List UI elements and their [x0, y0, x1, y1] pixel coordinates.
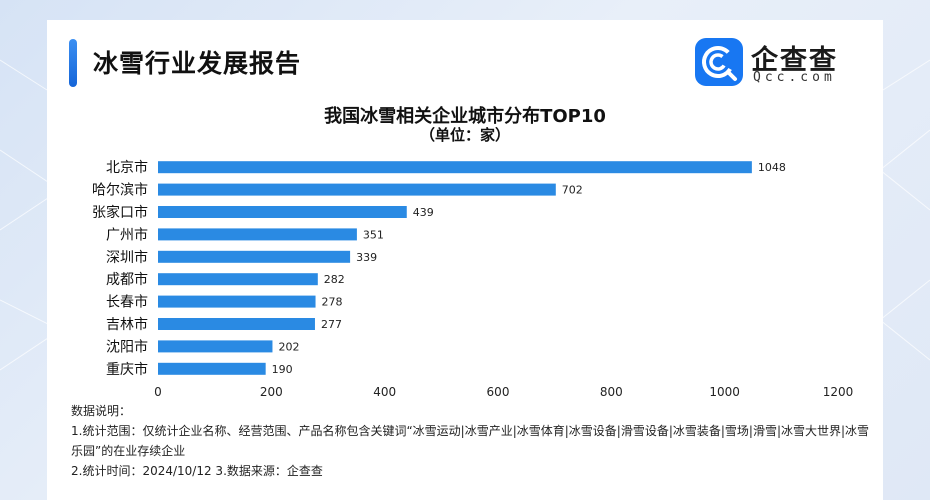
bar	[158, 228, 357, 241]
bar	[158, 206, 407, 218]
bar	[158, 161, 752, 174]
value-label: 339	[356, 251, 377, 264]
bar-chart: 北京市 1048 哈尔滨市 702 张家口市 439 广州市 351 深圳市 339 成都市 282 长…	[92, 159, 854, 399]
qcc-logo: 企查查 Qcc.com	[695, 38, 855, 90]
x-tick-label: 800	[600, 385, 623, 399]
value-label: 702	[562, 184, 583, 197]
bar	[158, 362, 266, 375]
category-label: 北京市	[106, 159, 148, 176]
category-label: 张家口市	[92, 204, 148, 221]
bar	[158, 295, 316, 308]
chart-title: 我国冰雪相关企业城市分布TOP10	[324, 106, 606, 127]
logo-name: 企查查	[751, 45, 838, 76]
category-label: 重庆市	[106, 361, 148, 378]
x-tick-label: 600	[487, 385, 510, 399]
value-label: 202	[278, 340, 299, 353]
value-label: 282	[324, 273, 345, 286]
x-tick-label: 400	[373, 385, 396, 399]
notes-line-2: 2.统计时间：2024/10/12 3.数据来源：企查查	[71, 464, 323, 478]
value-label: 278	[322, 296, 343, 309]
category-label: 广州市	[106, 226, 148, 243]
value-label: 190	[272, 363, 293, 376]
x-tick-label: 1200	[823, 385, 854, 399]
qcc-logo-icon	[695, 38, 743, 86]
category-label: 吉林市	[106, 316, 148, 333]
category-label: 哈尔滨市	[92, 182, 148, 199]
value-label: 351	[363, 228, 384, 241]
bar	[158, 183, 556, 196]
bar	[158, 318, 315, 330]
category-label: 成都市	[106, 271, 148, 288]
data-notes: 数据说明： 1.统计范围：仅统计企业名称、经营范围、产品名称包含关键词“冰雪运动…	[71, 401, 871, 481]
category-label: 深圳市	[106, 249, 148, 266]
value-label: 439	[413, 206, 434, 219]
x-tick-label: 200	[260, 385, 283, 399]
category-label: 沈阳市	[106, 338, 148, 355]
chart-subtitle: （单位：家）	[419, 126, 510, 144]
value-label: 1048	[758, 161, 786, 174]
value-label: 277	[321, 318, 342, 331]
x-tick-label: 1000	[709, 385, 740, 399]
notes-heading: 数据说明：	[71, 404, 132, 418]
x-tick-label: 0	[154, 385, 162, 399]
bar	[158, 250, 351, 263]
title-accent-bar	[69, 39, 77, 87]
report-title: 冰雪行业发展报告	[93, 49, 302, 78]
bar	[158, 273, 318, 286]
report-card: 冰雪行业发展报告 企查查 Qcc.com 我国冰雪相关企业城市分布TOP10 （…	[47, 20, 883, 500]
bar	[158, 340, 273, 353]
category-label: 长春市	[106, 294, 148, 311]
notes-line-1: 1.统计范围：仅统计企业名称、经营范围、产品名称包含关键词“冰雪运动|冰雪产业|…	[71, 424, 870, 458]
logo-domain: Qcc.com	[753, 70, 836, 85]
